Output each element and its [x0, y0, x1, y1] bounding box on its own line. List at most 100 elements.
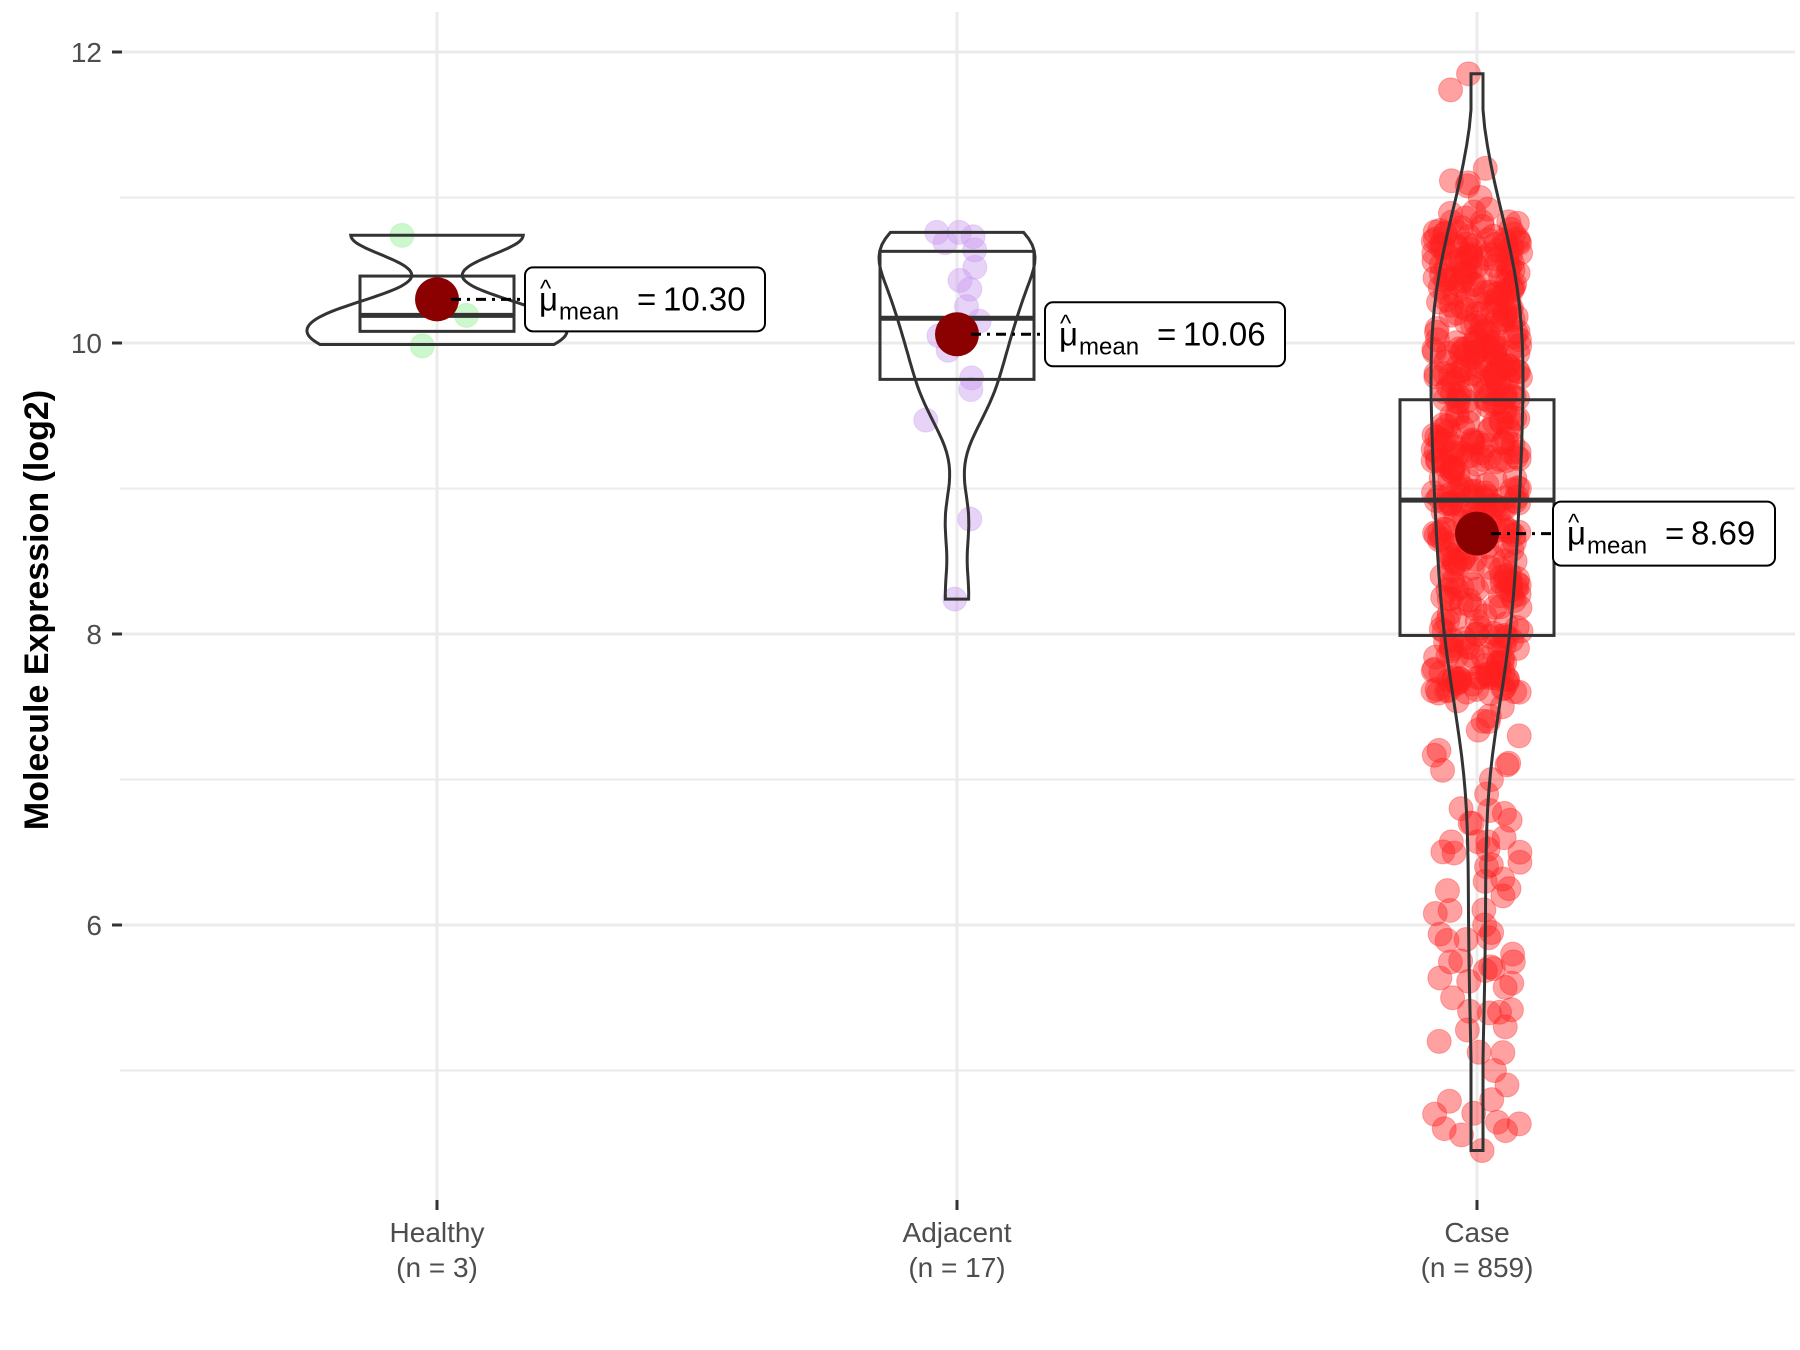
data-point — [1426, 680, 1452, 706]
data-point — [1446, 359, 1472, 385]
data-point — [1483, 361, 1508, 387]
data-point — [1420, 678, 1446, 704]
data-point — [1463, 325, 1489, 351]
data-point — [1494, 276, 1520, 302]
data-point — [1453, 335, 1479, 361]
data-point — [1428, 660, 1454, 686]
data-point — [1475, 662, 1501, 688]
data-point — [1450, 267, 1476, 293]
data-point — [1493, 1118, 1519, 1144]
data-point — [1447, 551, 1473, 577]
data-point — [1503, 575, 1529, 601]
mean-label-subscript: mean — [1587, 533, 1647, 560]
y-tick-label: 6 — [86, 910, 102, 941]
data-point — [1448, 590, 1474, 616]
data-point — [1453, 927, 1479, 953]
data-point — [1503, 444, 1529, 470]
data-point — [1463, 310, 1489, 336]
box — [358, 274, 516, 333]
data-point — [1498, 439, 1524, 465]
data-point — [1426, 484, 1452, 510]
data-point — [1465, 665, 1491, 691]
data-point — [1481, 341, 1507, 367]
mean-point — [415, 277, 459, 322]
data-point — [1496, 287, 1522, 313]
x-tick-label: Adjacent — [903, 1217, 1012, 1248]
data-point — [1485, 373, 1511, 399]
data-point — [1467, 665, 1493, 691]
data-point — [1457, 236, 1483, 262]
data-point — [1448, 247, 1474, 273]
data-point — [1473, 652, 1499, 678]
data-point — [1495, 353, 1521, 379]
data-point — [1504, 571, 1530, 597]
data-point — [1433, 349, 1459, 375]
data-point — [1501, 522, 1527, 548]
data-point — [1506, 327, 1532, 353]
data-point — [1440, 985, 1466, 1011]
group-adjacent — [877, 219, 1037, 612]
data-point — [1486, 280, 1512, 306]
data-point — [1439, 458, 1465, 484]
data-point — [1494, 752, 1520, 778]
x-tick-count: (n = 3) — [396, 1252, 478, 1283]
data-point — [1461, 1100, 1487, 1126]
data-point — [1460, 272, 1486, 298]
data-point — [1460, 428, 1486, 454]
data-point — [1446, 383, 1472, 409]
data-point — [1455, 409, 1481, 435]
data-point — [1477, 417, 1503, 443]
data-point — [1475, 227, 1501, 253]
data-point — [1439, 455, 1465, 481]
data-point — [1459, 443, 1485, 469]
data-point — [1471, 897, 1497, 923]
data-point — [1492, 307, 1518, 333]
data-point — [1480, 332, 1506, 358]
data-point — [1438, 829, 1464, 855]
data-point — [1472, 346, 1498, 372]
data-point — [1477, 797, 1503, 823]
data-point — [1440, 459, 1466, 485]
data-point — [1500, 941, 1526, 967]
data-point — [1447, 336, 1473, 362]
data-point — [1455, 652, 1481, 678]
data-point — [1445, 353, 1471, 379]
data-point — [1475, 709, 1501, 735]
data-point — [1434, 927, 1460, 953]
data-point — [1424, 676, 1450, 702]
data-point — [1438, 77, 1464, 103]
data-point — [1464, 253, 1490, 279]
data-point — [1444, 576, 1470, 602]
mean-point — [1455, 511, 1499, 556]
data-point — [1456, 468, 1482, 494]
data-point — [1441, 440, 1467, 466]
data-point — [1464, 301, 1490, 327]
data-point — [1422, 1101, 1448, 1127]
data-point — [1500, 949, 1526, 975]
data-point — [962, 254, 988, 280]
data-point — [1482, 410, 1508, 436]
mean-label-box — [1044, 301, 1286, 368]
data-point — [1424, 447, 1450, 473]
data-point — [1467, 615, 1493, 641]
data-point — [1453, 262, 1479, 288]
violin — [877, 230, 1037, 601]
data-point — [1439, 292, 1465, 318]
data-point — [1470, 708, 1496, 734]
data-point — [1476, 444, 1502, 470]
data-point — [1427, 965, 1453, 991]
data-point — [1464, 451, 1490, 477]
data-point — [1438, 441, 1464, 467]
data-point — [1506, 679, 1532, 705]
data-point — [1477, 279, 1503, 305]
data-point — [1492, 974, 1518, 1000]
data-point — [1459, 555, 1485, 581]
data-point — [1482, 342, 1508, 368]
data-point — [1447, 668, 1473, 694]
data-point — [1479, 1087, 1505, 1113]
data-point — [1440, 369, 1466, 395]
mean-label-symbol: μ — [1567, 515, 1586, 552]
mean-label-operator: = — [637, 280, 656, 317]
data-point — [1441, 455, 1467, 481]
data-point — [1451, 336, 1477, 362]
